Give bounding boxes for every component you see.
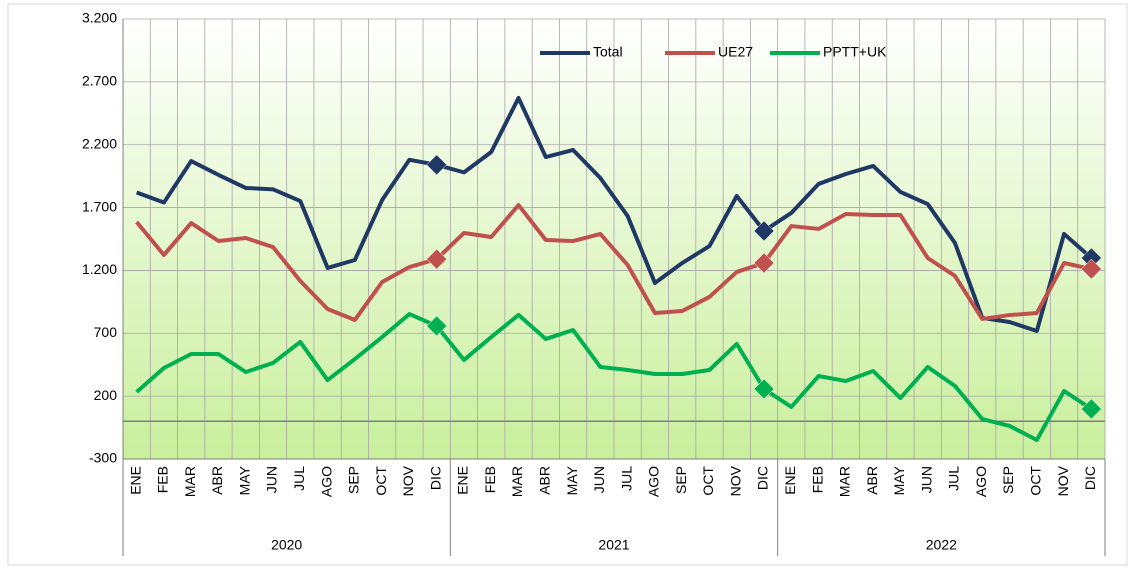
chart-border — [7, 3, 1128, 566]
x-tick-label: DIC — [755, 466, 771, 490]
group-label: 2022 — [926, 537, 957, 553]
x-tick-label: AGO — [646, 466, 662, 497]
x-tick-label: SEP — [346, 466, 362, 494]
x-tick-label: SEP — [673, 466, 689, 494]
x-tick-label: FEB — [155, 466, 171, 493]
x-tick-label: ABR — [537, 466, 553, 495]
series-marker — [426, 154, 448, 176]
x-tick-label: MAR — [182, 466, 198, 497]
x-tick-label: DIC — [1082, 466, 1098, 490]
series-marker — [426, 315, 448, 337]
y-tick-label: 1.700 — [82, 198, 117, 214]
series-marker — [426, 248, 448, 270]
series-marker — [753, 220, 775, 242]
x-tick-label: NOV — [400, 465, 416, 496]
legend-label: PPTT+UK — [823, 44, 887, 60]
legend-label: UE27 — [718, 44, 753, 60]
y-tick-label: 2.200 — [82, 135, 117, 151]
x-tick-label: ABR — [209, 466, 225, 495]
y-tick-label: 1.200 — [82, 261, 117, 277]
legend-label: Total — [593, 44, 623, 60]
x-tick-label: OCT — [373, 466, 389, 496]
y-tick-label: 200 — [94, 387, 118, 403]
x-tick-label: ABR — [864, 466, 880, 495]
x-tick-label: SEP — [1000, 466, 1016, 494]
x-tick-label: OCT — [1028, 466, 1044, 496]
y-tick-label: 700 — [94, 324, 118, 340]
x-tick-label: DIC — [427, 466, 443, 490]
x-tick-label: OCT — [700, 466, 716, 496]
series-line — [135, 203, 1092, 322]
group-label: 2020 — [271, 537, 302, 553]
x-tick-label: MAY — [236, 465, 252, 495]
y-tick-label: -300 — [89, 450, 117, 466]
x-tick-label: ENE — [782, 466, 798, 495]
series-marker — [753, 252, 775, 274]
x-tick-label: FEB — [809, 466, 825, 493]
x-tick-label: JUN — [918, 466, 934, 493]
x-tick-label: MAY — [891, 465, 907, 495]
x-tick-label: JUL — [618, 466, 634, 491]
x-tick-label: JUL — [291, 466, 307, 491]
x-tick-label: JUN — [264, 466, 280, 493]
x-tick-label: MAR — [509, 466, 525, 497]
group-label: 2021 — [598, 537, 629, 553]
x-tick-label: NOV — [1055, 465, 1071, 496]
x-tick-label: NOV — [727, 465, 743, 496]
x-tick-label: JUL — [946, 466, 962, 491]
x-tick-label: ENE — [127, 466, 143, 495]
x-tick-label: AGO — [318, 466, 334, 497]
x-tick-label: MAR — [837, 466, 853, 497]
x-tick-label: JUN — [591, 466, 607, 493]
x-tick-label: ENE — [455, 466, 471, 495]
series-line — [135, 312, 1093, 443]
x-tick-label: AGO — [973, 466, 989, 497]
series-marker — [1081, 258, 1102, 280]
series-marker — [753, 378, 775, 400]
x-tick-label: MAY — [564, 465, 580, 495]
series-marker — [1081, 398, 1102, 420]
y-tick-label: 3.200 — [82, 10, 117, 26]
series-line — [135, 95, 1093, 334]
x-tick-label: FEB — [482, 466, 498, 493]
y-tick-label: 2.700 — [82, 73, 117, 89]
